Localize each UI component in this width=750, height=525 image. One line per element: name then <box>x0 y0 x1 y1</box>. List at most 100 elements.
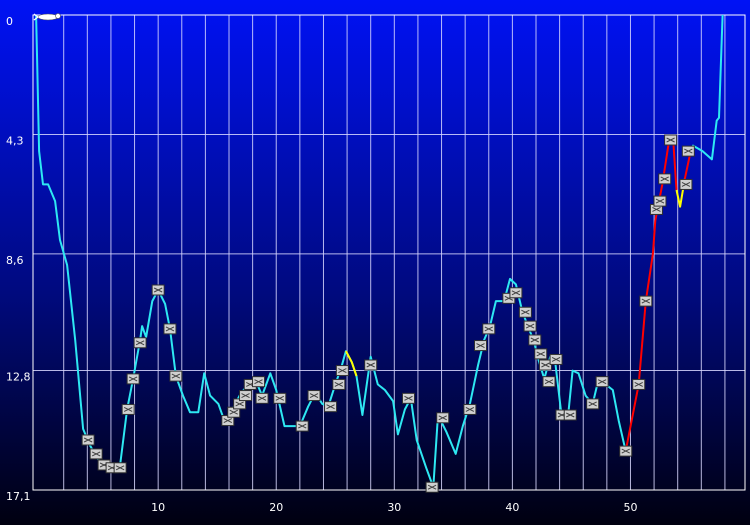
marker-glyph <box>334 381 344 387</box>
marker-glyph <box>297 423 307 429</box>
marker-glyph <box>660 176 669 182</box>
event-marker <box>538 359 552 371</box>
event-marker <box>401 392 415 404</box>
marker-glyph <box>666 137 675 143</box>
marker-glyph <box>544 379 554 385</box>
marker-glyph <box>641 298 651 304</box>
marker-glyph <box>634 381 643 387</box>
y-tick-label: 17,1 <box>6 490 31 503</box>
marker-glyph <box>484 326 493 332</box>
event-marker <box>295 420 309 432</box>
marker-glyph <box>536 351 545 357</box>
event-marker <box>463 403 477 415</box>
marker-glyph <box>404 395 413 401</box>
marker-glyph <box>652 206 661 212</box>
y-tick-label: 4,3 <box>6 134 24 147</box>
event-marker <box>563 409 577 421</box>
event-marker <box>528 334 542 346</box>
marker-glyph <box>83 437 93 443</box>
event-marker <box>619 445 633 457</box>
marker-glyph <box>235 401 244 407</box>
marker-glyph <box>681 181 691 187</box>
marker-glyph <box>229 409 238 415</box>
marker-glyph <box>326 404 335 410</box>
marker-glyph <box>438 415 447 421</box>
event-marker <box>163 323 177 335</box>
marker-glyph <box>566 412 575 418</box>
marker-glyph <box>655 198 665 204</box>
marker-glyph <box>223 418 233 424</box>
event-marker <box>425 481 439 493</box>
event-marker <box>332 378 346 390</box>
event-marker <box>113 462 127 474</box>
grid <box>32 14 746 491</box>
plot-frame <box>32 14 746 491</box>
marker-glyph <box>115 465 125 471</box>
marker-glyph <box>551 356 561 362</box>
marker-glyph <box>427 484 437 490</box>
event-marker <box>509 287 523 299</box>
marker-glyph <box>597 379 607 385</box>
y-tick-label: 0 <box>6 15 13 28</box>
marker-glyph <box>254 379 263 385</box>
marker-glyph <box>338 368 347 374</box>
event-marker <box>81 434 95 446</box>
marker-glyph <box>91 451 101 457</box>
x-tick-label: 20 <box>269 501 283 514</box>
event-marker <box>324 401 338 413</box>
x-tick-label: 30 <box>387 501 401 514</box>
marker-glyph <box>530 337 540 343</box>
event-marker <box>632 378 646 390</box>
event-marker <box>681 145 695 157</box>
marker-glyph <box>511 290 521 296</box>
event-marker <box>595 376 609 388</box>
marker-glyph <box>521 309 530 315</box>
marker-glyph <box>123 406 133 412</box>
event-marker <box>273 392 287 404</box>
event-marker <box>126 373 140 385</box>
marker-glyph <box>465 406 475 412</box>
marker-glyph <box>257 395 267 401</box>
x-tick-label: 40 <box>505 501 519 514</box>
event-marker <box>121 403 135 415</box>
event-marker <box>586 398 600 410</box>
marker-glyph <box>525 323 535 329</box>
event-marker <box>658 173 672 185</box>
event-marker <box>518 306 532 318</box>
marker-glyph <box>588 401 597 407</box>
event-marker <box>239 390 253 402</box>
event-marker <box>151 284 165 296</box>
marker-glyph <box>165 326 175 332</box>
event-marker <box>542 376 556 388</box>
event-marker <box>307 390 321 402</box>
marker-glyph <box>241 393 250 399</box>
event-marker <box>653 195 667 207</box>
event-marker <box>255 392 269 404</box>
marker-glyph <box>171 373 181 379</box>
markers <box>81 134 695 493</box>
marker-glyph <box>153 287 163 293</box>
event-marker <box>523 320 537 332</box>
marker-glyph <box>684 148 693 154</box>
event-marker <box>679 178 693 190</box>
marker-glyph <box>541 362 550 368</box>
event-marker <box>664 134 678 146</box>
marker-glyph <box>476 343 485 349</box>
event-marker <box>474 340 488 352</box>
event-marker <box>364 359 378 371</box>
labels: 0 4,3 8,6 12,8 17,1 10 20 30 40 50 <box>6 15 637 514</box>
event-marker <box>639 295 653 307</box>
marker-glyph <box>366 362 375 368</box>
y-tick-label: 12,8 <box>6 371 31 384</box>
marker-glyph <box>275 395 285 401</box>
event-marker <box>534 348 548 360</box>
event-marker <box>549 353 563 365</box>
diver-icon <box>33 13 61 21</box>
marker-glyph <box>128 376 138 382</box>
event-marker <box>133 337 147 349</box>
marker-glyph <box>135 340 145 346</box>
event-marker <box>89 448 103 460</box>
